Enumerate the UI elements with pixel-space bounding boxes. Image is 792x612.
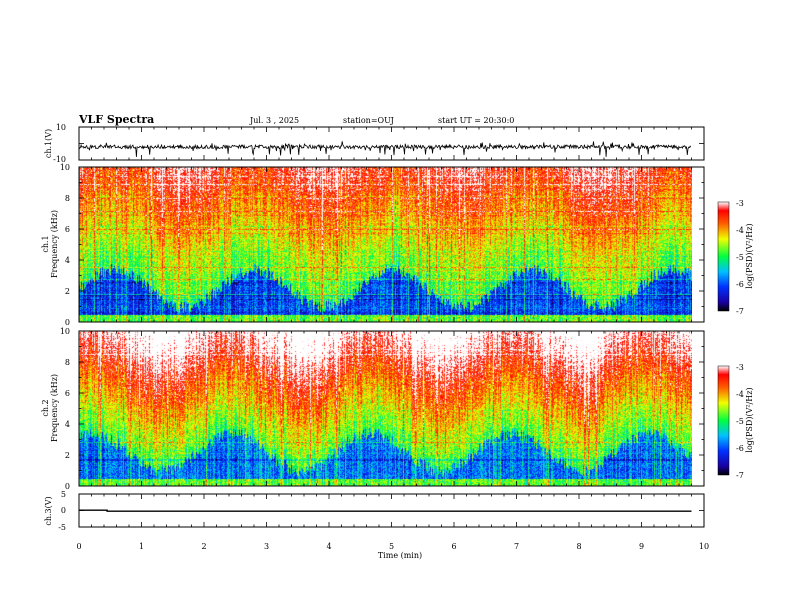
ch2-colorbar-label: log(PSD)(V²/Hz) [745, 387, 754, 452]
ch2-spectrogram-panel: 0 2 4 6 8 10 ch.2 Frequency (kHz) -3 -4 … [41, 327, 754, 491]
ch1-cbar-tick-m3: -3 [736, 199, 744, 208]
xtick-3: 3 [264, 542, 269, 551]
xtick-5: 5 [389, 542, 394, 551]
ch1-ylabel-top: ch.1 [41, 235, 50, 252]
ch1-ytick-6: 6 [65, 225, 70, 234]
ch1-ytick-top: 10 [56, 123, 66, 132]
date-label: Jul. 3 , 2025 [249, 116, 299, 125]
ch3-ylabel: ch.3(V) [44, 496, 53, 525]
ch2-spectrogram-image [79, 331, 692, 486]
ch1-waveform-trace [78, 141, 692, 158]
ch1-ytick-2: 2 [65, 287, 70, 296]
ch2-ytick-8: 8 [65, 358, 70, 367]
x-axis-label: Time (min) [378, 551, 422, 560]
xtick-7: 7 [514, 542, 519, 551]
ch1-ytick-10: 10 [60, 163, 70, 172]
ch2-ytick-6: 6 [65, 389, 70, 398]
figure-title: VLF Spectra [78, 113, 154, 126]
station-label: station=OUJ [343, 116, 394, 125]
ch1-cbar-tick-m6: -6 [736, 280, 744, 289]
ch2-ylabel: Frequency (kHz) [50, 374, 59, 442]
xtick-8: 8 [576, 542, 581, 551]
ch3-waveform-panel: 5 0 -5 ch.3(V) [44, 490, 705, 532]
ch2-ytick-2: 2 [65, 451, 70, 460]
ch1-ylabel: ch.1(V) [44, 129, 53, 158]
xtick-1: 1 [139, 542, 144, 551]
ch2-ytick-0: 0 [65, 482, 70, 491]
ch1-ytick-0: 0 [65, 318, 70, 327]
ch1-ylabel: Frequency (kHz) [50, 210, 59, 278]
x-axis: 0 1 2 3 4 5 6 7 8 9 10 Time (min) [76, 542, 709, 560]
ch1-cbar-tick-m4: -4 [736, 226, 744, 235]
ch2-colorbar [717, 365, 730, 476]
ch1-spectrogram-image [79, 167, 692, 322]
ch3-ytick-0: 0 [61, 506, 66, 515]
ch2-ytick-10: 10 [60, 327, 70, 336]
ch1-spectrogram-panel: 0 2 4 6 8 10 ch.1 Frequency (kHz) -3 -4 … [41, 163, 754, 327]
ch2-cbar-tick-m5: -5 [736, 417, 744, 426]
ch1-cbar-tick-m7: -7 [736, 307, 744, 316]
ch1-ytick-bottom: -10 [53, 155, 66, 164]
ch1-cbar-tick-m5: -5 [736, 253, 744, 262]
xtick-4: 4 [326, 542, 331, 551]
axis-ticks [78, 126, 705, 528]
ch2-ylabel-top: ch.2 [41, 399, 50, 416]
start-time-label: start UT = 20:30:0 [438, 116, 514, 125]
ch1-colorbar [717, 201, 730, 312]
ch2-cbar-tick-m7: -7 [736, 471, 744, 480]
ch3-waveform-trace [79, 509, 692, 512]
xtick-2: 2 [201, 542, 206, 551]
xtick-10: 10 [699, 542, 709, 551]
ch2-cbar-tick-m4: -4 [736, 390, 744, 399]
ch1-colorbar-label: log(PSD)(V²/Hz) [745, 223, 754, 288]
ch3-ytick-5: 5 [61, 490, 66, 499]
ch1-ytick-4: 4 [65, 256, 70, 265]
ch1-ytick-8: 8 [65, 194, 70, 203]
ch1-waveform-panel: 10 -10 ch.1(V) [44, 123, 705, 164]
xtick-0: 0 [76, 542, 81, 551]
ch2-cbar-tick-m6: -6 [736, 444, 744, 453]
ch3-ytick-m5: -5 [58, 523, 66, 532]
xtick-9: 9 [639, 542, 644, 551]
ch2-ytick-4: 4 [65, 420, 70, 429]
xtick-6: 6 [451, 542, 456, 551]
ch2-cbar-tick-m3: -3 [736, 363, 744, 372]
